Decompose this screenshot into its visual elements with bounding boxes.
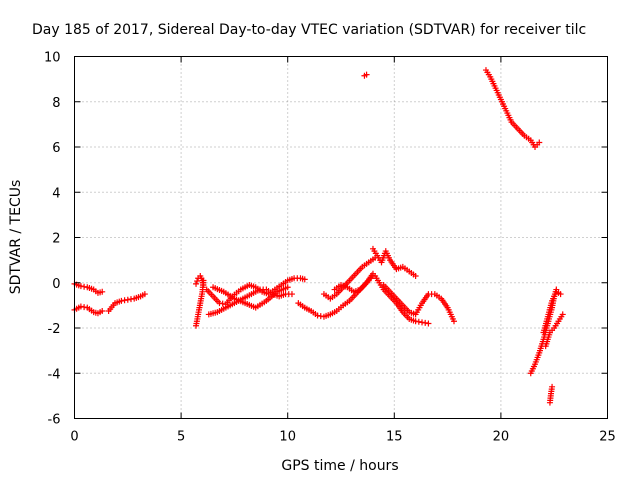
data-point — [412, 272, 419, 279]
y-tick-label: 6 — [52, 141, 60, 156]
series-track-r — [540, 288, 564, 336]
series-track-e — [193, 272, 207, 289]
data-point — [450, 318, 457, 325]
x-tick-label: 5 — [177, 430, 185, 445]
series-track-m — [369, 245, 419, 279]
series-track-k — [331, 270, 376, 295]
series-track-a — [71, 280, 106, 296]
y-tick-label: -4 — [48, 367, 61, 382]
x-tick-label: 10 — [279, 430, 296, 445]
series-track-l — [361, 71, 370, 79]
series-track-o — [380, 282, 457, 325]
y-axis-label: SDTVAR / TECUs — [8, 180, 24, 295]
data-point — [99, 308, 106, 315]
axis-ticks — [74, 56, 608, 419]
data-point — [557, 291, 564, 298]
data-point — [363, 71, 370, 78]
x-tick-label: 0 — [70, 430, 78, 445]
y-tick-label: -6 — [48, 413, 61, 428]
series-track-s — [542, 311, 566, 350]
data-point-interp — [194, 278, 201, 285]
data-point — [559, 311, 566, 318]
x-tick-label: 25 — [599, 430, 616, 445]
y-tick-label: 4 — [52, 186, 60, 201]
data-point — [301, 276, 308, 283]
data-point — [99, 288, 106, 295]
y-tick-label: 0 — [52, 277, 60, 292]
data-point — [288, 291, 295, 298]
x-tick-label: 20 — [493, 430, 510, 445]
x-axis-label: GPS time / hours — [281, 458, 398, 474]
series-track-i — [295, 272, 376, 320]
y-tick-label: -2 — [48, 322, 61, 337]
x-tick-labels: 0 5 10 15 20 25 — [70, 430, 615, 445]
series-track-b — [71, 303, 106, 317]
data-point — [425, 320, 432, 327]
plot-frame — [74, 56, 608, 419]
series-track-p — [482, 67, 543, 150]
data-point — [549, 383, 556, 390]
series-track-t — [546, 383, 556, 406]
x-tick-label: 15 — [386, 430, 403, 445]
y-tick-label: 2 — [52, 232, 60, 247]
data-point — [536, 139, 543, 146]
series-track-h — [210, 284, 291, 311]
data-point — [200, 282, 207, 289]
grid — [74, 56, 608, 419]
data-point — [141, 291, 148, 298]
y-tick-label: 8 — [52, 96, 60, 111]
y-tick-label: 10 — [44, 51, 61, 66]
data-point — [284, 284, 291, 291]
data-point — [193, 280, 200, 287]
chart-title: Day 185 of 2017, Sidereal Day-to-day VTE… — [32, 22, 586, 38]
series-track-c — [105, 291, 148, 315]
series-track-j — [320, 254, 379, 302]
y-tick-labels: -6 -4 -2 0 2 4 6 8 10 — [44, 51, 61, 428]
data-points — [71, 67, 566, 406]
